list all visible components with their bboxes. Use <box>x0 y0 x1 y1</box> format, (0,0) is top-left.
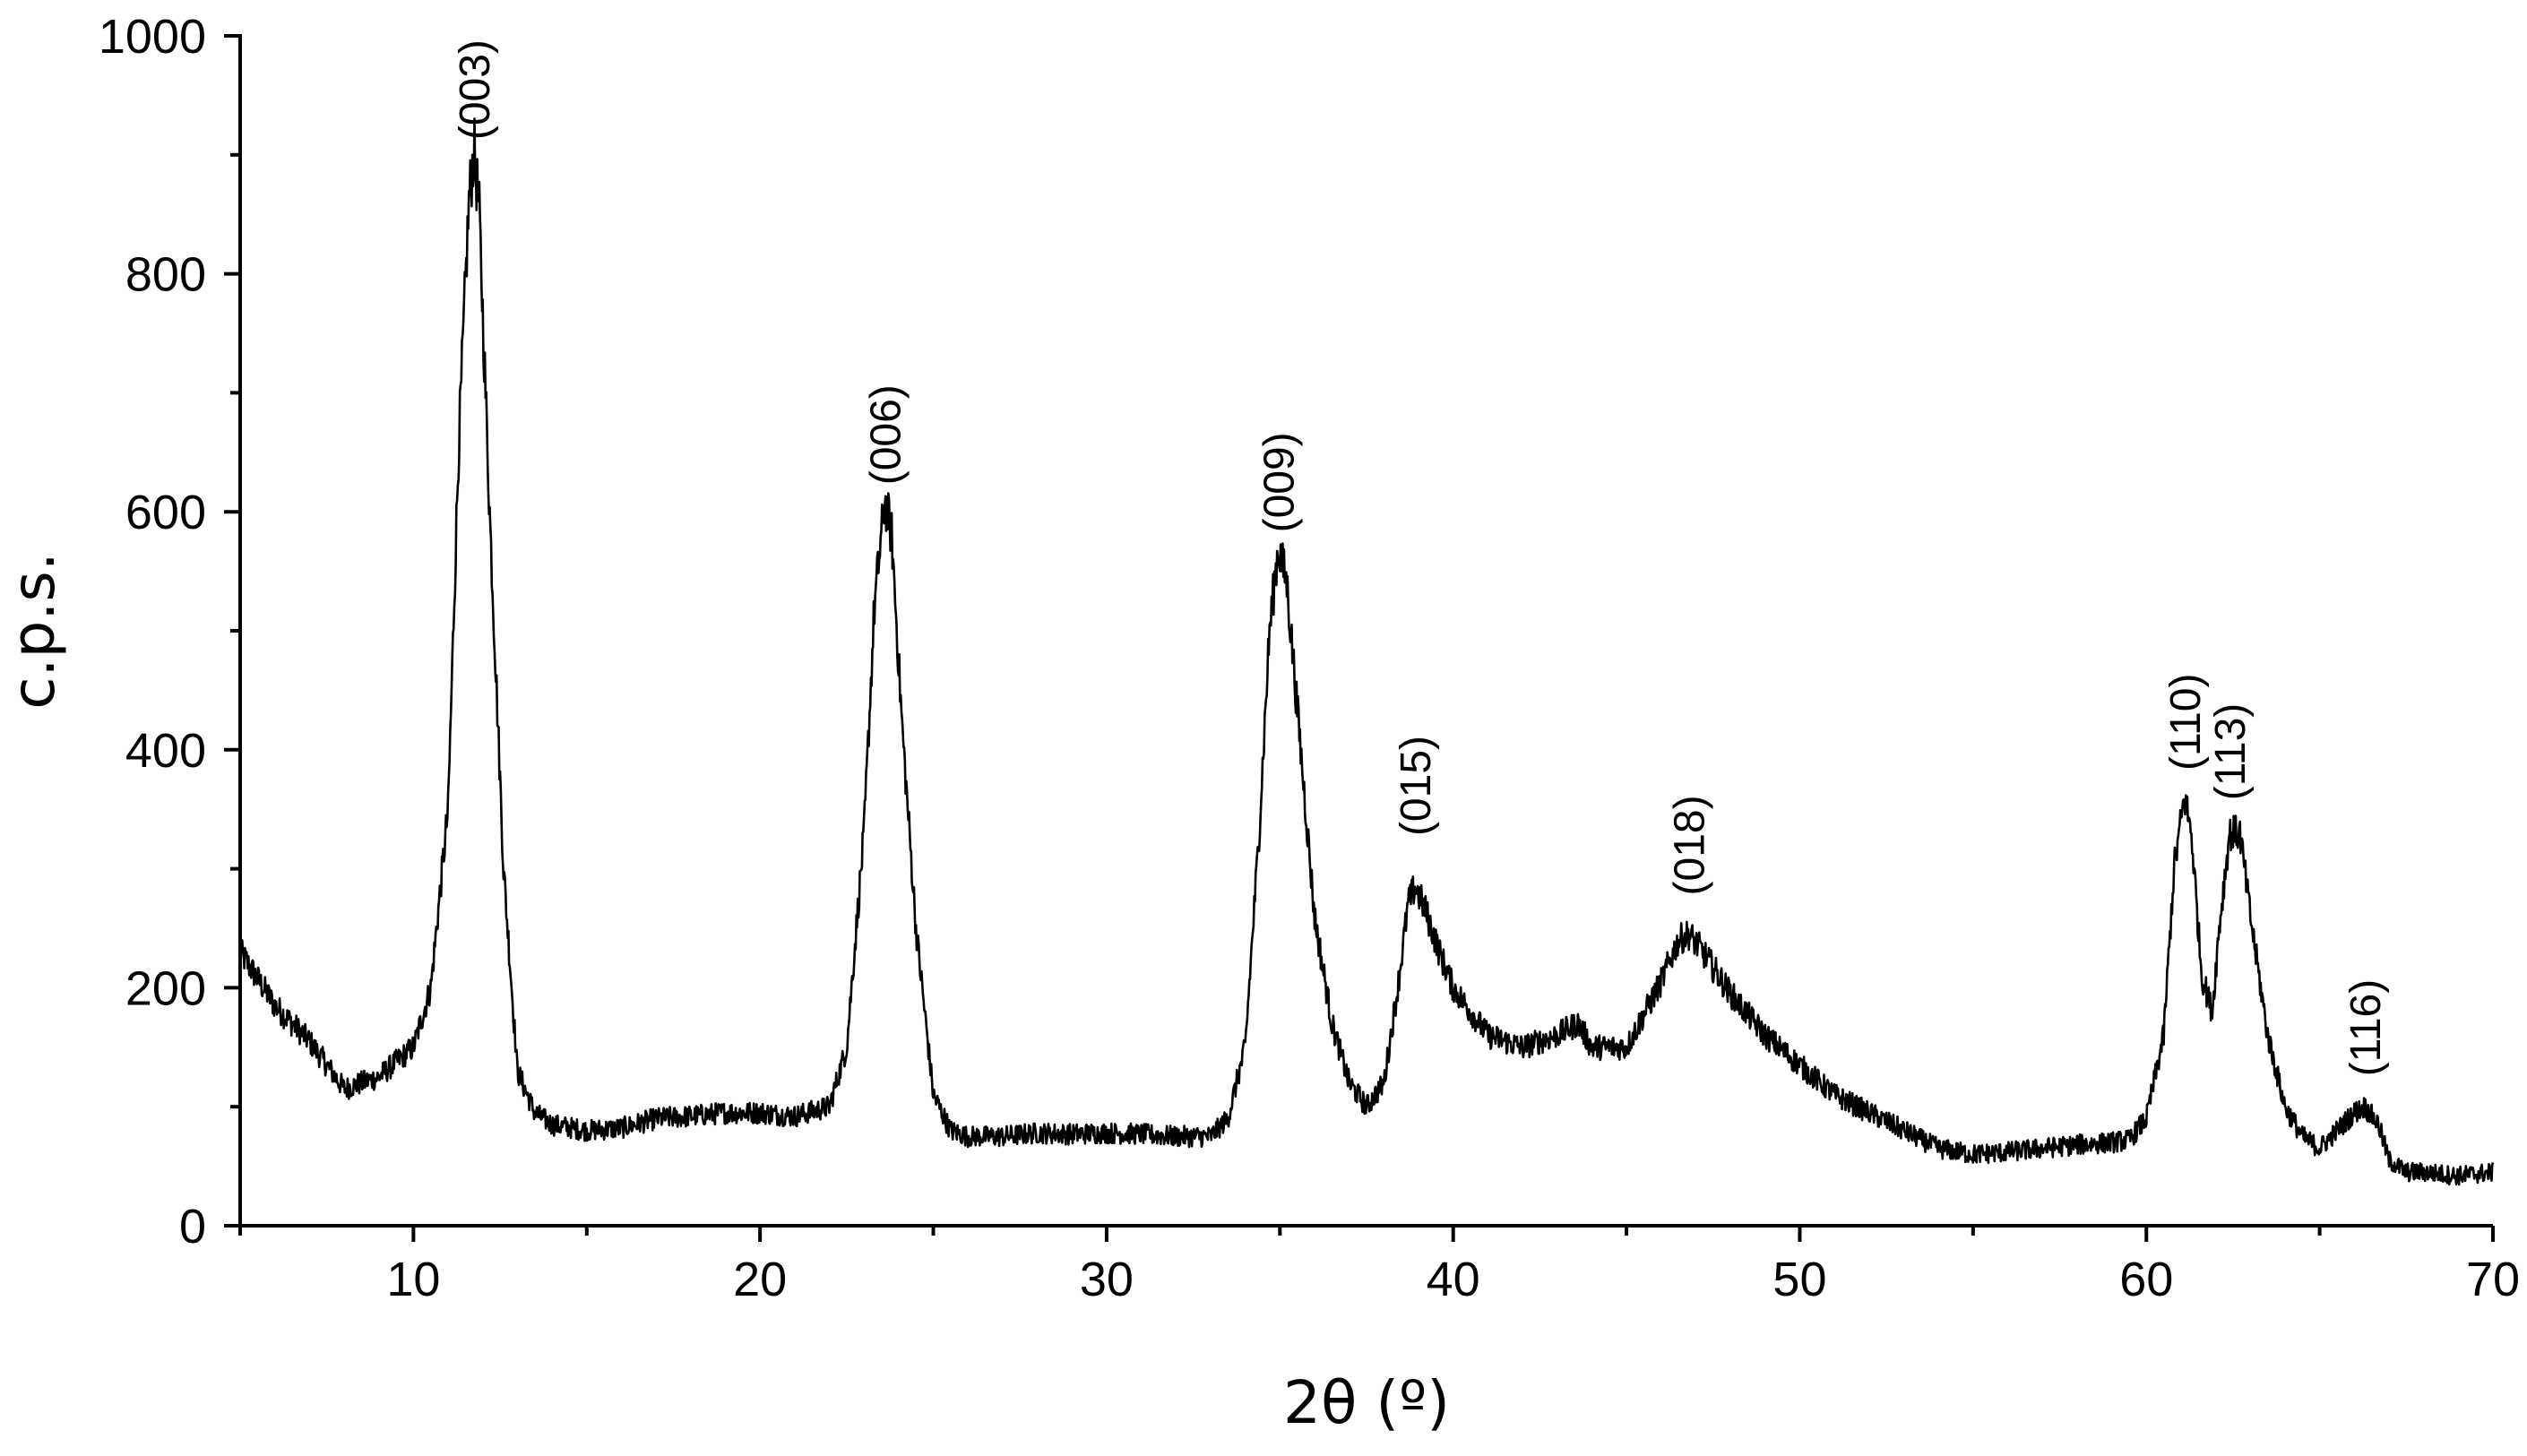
x-tick-label: 10 <box>386 1253 440 1306</box>
x-tick-label: 70 <box>2466 1253 2520 1306</box>
peak-labels: (003) (006) (009) (015) (018) (110)(113) (116) <box>452 39 2390 1076</box>
x-tick-label: 30 <box>1080 1253 1134 1306</box>
x-tick-label: 50 <box>1772 1253 1826 1306</box>
x-axis-ticks: 10 20 30 40 50 60 70 <box>238 1226 2520 1306</box>
peak-label: (116) <box>2342 979 2390 1077</box>
diffraction-pattern-line <box>238 117 2495 1186</box>
y-axis-ticks: 0 200 400 600 800 1000 <box>99 10 240 1254</box>
x-tick-label: 20 <box>733 1253 787 1306</box>
peak-label: (015) <box>1393 736 1440 836</box>
peak-label: (003) <box>452 39 499 140</box>
y-axis-title: c.p.s. <box>0 552 68 710</box>
y-tick-label: 200 <box>125 961 206 1015</box>
peak-label: (113) <box>2207 703 2255 801</box>
y-tick-label: 1000 <box>99 10 206 64</box>
peak-label: (018) <box>1667 795 1714 895</box>
x-tick-label: 40 <box>1427 1253 1480 1306</box>
x-axis-title: 2θ (º) <box>1283 1368 1450 1437</box>
peak-label: (006) <box>862 384 910 485</box>
peak-label: (009) <box>1255 432 1303 532</box>
x-tick-label: 60 <box>2119 1253 2173 1306</box>
y-tick-label: 800 <box>125 248 206 302</box>
peak-label: (110) <box>2162 674 2210 771</box>
chart-axes <box>238 34 2493 1228</box>
y-tick-label: 0 <box>179 1200 206 1254</box>
y-tick-label: 600 <box>125 486 206 539</box>
y-tick-label: 400 <box>125 724 206 778</box>
